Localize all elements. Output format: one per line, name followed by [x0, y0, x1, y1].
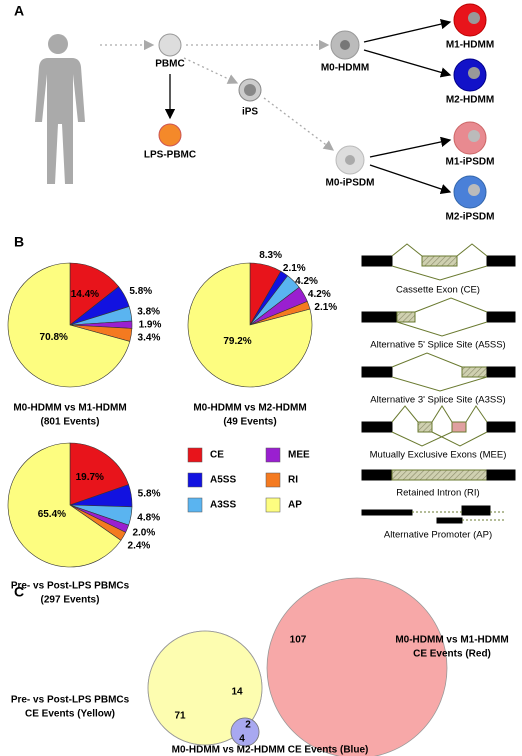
- slice-label: 2.1%: [283, 263, 306, 274]
- venn-count: 71: [174, 711, 186, 722]
- venn-count: 107: [290, 635, 307, 646]
- node-label: M2-HDMM: [446, 95, 494, 106]
- legend-swatch: [187, 472, 203, 488]
- slice-label: 2.4%: [128, 540, 151, 551]
- slice-label: 19.7%: [76, 472, 104, 483]
- venn-count: 2: [245, 720, 251, 731]
- pie-slice: [7, 262, 131, 388]
- slice-label: 2.1%: [314, 302, 337, 313]
- legend-swatch: [265, 472, 281, 488]
- pie-slice: [187, 262, 313, 388]
- pie-slice: [69, 262, 120, 326]
- node-label: M0-iPSDM: [326, 178, 375, 189]
- legend-swatch: [187, 497, 203, 513]
- legend-label: AP: [288, 500, 302, 511]
- panel-label: B: [14, 234, 24, 250]
- splice-captions: Cassette Exon (CE) Alternative 5' Splice…: [370, 285, 507, 541]
- venn-label: M0-HDMM vs M1-HDMM: [395, 635, 508, 646]
- pie-subtitle: (801 Events): [41, 417, 100, 428]
- pie-subtitle: (297 Events): [41, 595, 100, 606]
- node-label: PBMC: [155, 59, 184, 70]
- venn-label: M0-HDMM vs M2-HDMM CE Events (Blue): [172, 745, 369, 756]
- legend-label: A3SS: [210, 500, 236, 511]
- node-label: LPS-PBMC: [144, 150, 196, 161]
- splice-caption: Alternative 3' Splice Site (A3SS): [370, 395, 505, 406]
- pie-slice: [7, 442, 122, 568]
- legend-label: A5SS: [210, 475, 236, 486]
- venn-count: 14: [231, 687, 243, 698]
- pie-subtitle: (49 Events): [223, 417, 276, 428]
- slice-label: 8.3%: [259, 250, 282, 261]
- panel-label: C: [14, 584, 24, 600]
- node-label: iPS: [242, 107, 258, 118]
- pie-charts: 14.4% 70.8% 5.8% 3.8% 1.9% 3.4% M0-HDMM vs M1-…: [7, 250, 337, 606]
- legend-swatch: [265, 447, 281, 463]
- panel-label: A: [14, 3, 24, 19]
- node-label: M1-iPSDM: [446, 157, 495, 168]
- legend-label: MEE: [288, 450, 310, 461]
- splice-caption: Cassette Exon (CE): [396, 285, 480, 296]
- slice-label: 79.2%: [223, 336, 251, 347]
- venn-red: [266, 577, 448, 756]
- slice-label: 4.2%: [308, 289, 331, 300]
- legend-swatch: [265, 497, 281, 513]
- venn-count: 4: [239, 734, 245, 745]
- legend-label: CE: [210, 450, 224, 461]
- cells: [158, 3, 487, 209]
- slice-label: 3.8%: [137, 306, 160, 317]
- venn-label: Pre- vs Post-LPS PBMCs: [11, 695, 130, 706]
- splice-caption: Alternative 5' Splice Site (A5SS): [370, 340, 505, 351]
- splice-diagrams: [361, 243, 516, 524]
- slice-label: 5.8%: [129, 286, 152, 297]
- human-figure: [35, 34, 85, 184]
- splice-caption: Mutually Exclusive Exons (MEE): [370, 450, 507, 461]
- pie-title: M0-HDMM vs M2-HDMM: [193, 403, 306, 414]
- slice-label: 3.4%: [138, 332, 161, 343]
- venn: [147, 577, 448, 756]
- slice-label: 5.8%: [138, 489, 161, 500]
- venn-label: CE Events (Red): [413, 649, 491, 660]
- slice-label: 1.9%: [139, 319, 162, 330]
- pie-title: M0-HDMM vs M1-HDMM: [13, 403, 126, 414]
- slice-label: 4.8%: [137, 513, 160, 524]
- pie-title: Pre- vs Post-LPS PBMCs: [11, 581, 130, 592]
- node-labels: PBMC LPS-PBMC iPS M0-HDMM M0-iPSDM M1-HD…: [144, 40, 495, 223]
- venn-overlap: [147, 630, 263, 747]
- node-label: M0-HDMM: [321, 63, 369, 74]
- splice-caption: Alternative Promoter (AP): [384, 530, 492, 541]
- legend-label: RI: [288, 475, 298, 486]
- arrows: [100, 18, 452, 195]
- venn-label: CE Events (Yellow): [25, 709, 115, 720]
- slice-label: 2.0%: [132, 527, 155, 538]
- slice-label: 4.2%: [295, 276, 318, 287]
- node-label: M2-iPSDM: [446, 212, 495, 223]
- slice-label: 70.8%: [40, 332, 68, 343]
- splice-caption: Retained Intron (RI): [396, 488, 479, 499]
- node-label: M1-HDMM: [446, 40, 494, 51]
- legend: CE A5SS A3SS MEE RI AP: [187, 447, 310, 513]
- slice-label: 14.4%: [71, 289, 99, 300]
- legend-swatch: [187, 447, 203, 463]
- slice-label: 65.4%: [38, 509, 66, 520]
